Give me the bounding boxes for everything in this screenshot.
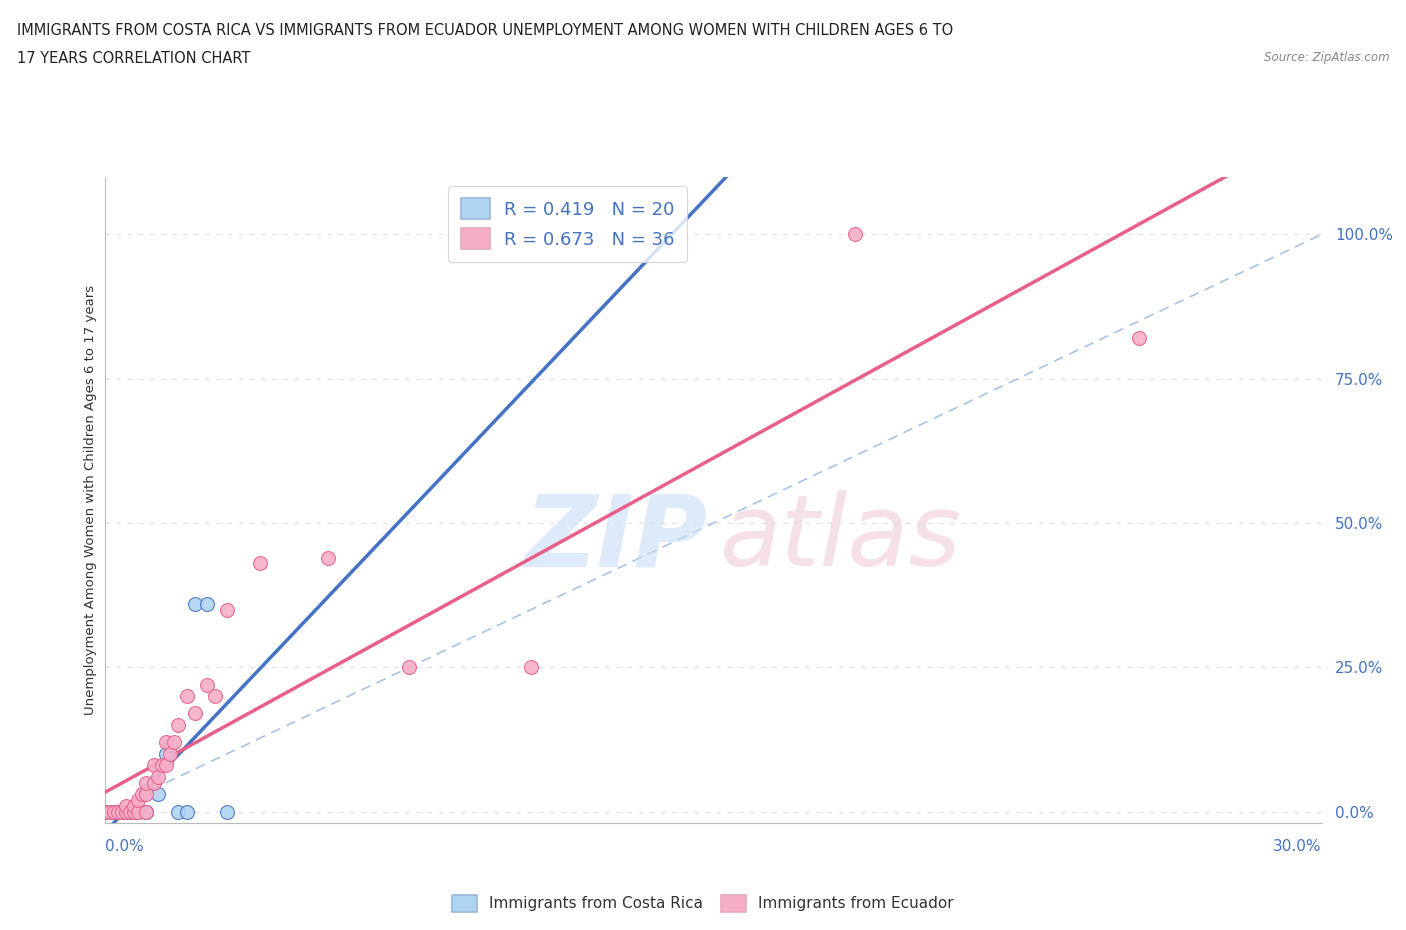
Point xyxy=(398,659,420,674)
Point xyxy=(195,677,218,692)
Point xyxy=(103,804,125,819)
Y-axis label: Unemployment Among Women with Children Ages 6 to 17 years: Unemployment Among Women with Children A… xyxy=(84,285,97,715)
Point xyxy=(107,804,129,819)
Point xyxy=(176,688,198,703)
Point xyxy=(150,758,173,773)
Point xyxy=(103,804,125,819)
Point xyxy=(122,804,145,819)
Point xyxy=(844,227,866,242)
Legend: Immigrants from Costa Rica, Immigrants from Ecuador: Immigrants from Costa Rica, Immigrants f… xyxy=(446,889,960,918)
Point xyxy=(127,804,149,819)
Point xyxy=(122,804,145,819)
Point xyxy=(114,804,136,819)
Point xyxy=(155,758,177,773)
Point xyxy=(111,804,134,819)
Point xyxy=(318,551,340,565)
Point xyxy=(94,804,117,819)
Point xyxy=(176,804,198,819)
Point xyxy=(135,787,157,802)
Point xyxy=(217,602,239,617)
Text: ZIP: ZIP xyxy=(524,490,707,587)
Point xyxy=(155,747,177,762)
Point xyxy=(107,804,129,819)
Point xyxy=(183,596,205,611)
Point xyxy=(183,706,205,721)
Point xyxy=(195,596,218,611)
Point xyxy=(114,804,136,819)
Point xyxy=(167,718,190,733)
Point xyxy=(127,792,149,807)
Text: IMMIGRANTS FROM COSTA RICA VS IMMIGRANTS FROM ECUADOR UNEMPLOYMENT AMONG WOMEN W: IMMIGRANTS FROM COSTA RICA VS IMMIGRANTS… xyxy=(17,23,953,38)
Point xyxy=(135,804,157,819)
Point xyxy=(167,804,190,819)
Legend: R = 0.419   N = 20, R = 0.673   N = 36: R = 0.419 N = 20, R = 0.673 N = 36 xyxy=(449,186,688,261)
Point xyxy=(1128,331,1150,346)
Point xyxy=(135,804,157,819)
Point xyxy=(135,776,157,790)
Point xyxy=(520,659,543,674)
Point xyxy=(249,556,271,571)
Text: 30.0%: 30.0% xyxy=(1274,839,1322,854)
Point xyxy=(146,769,169,784)
Point xyxy=(114,798,136,813)
Point xyxy=(114,804,136,819)
Point xyxy=(135,804,157,819)
Point xyxy=(143,776,166,790)
Point xyxy=(94,804,117,819)
Point xyxy=(98,804,121,819)
Point xyxy=(204,688,226,703)
Point xyxy=(122,798,145,813)
Point xyxy=(159,747,181,762)
Text: Source: ZipAtlas.com: Source: ZipAtlas.com xyxy=(1264,51,1389,64)
Point xyxy=(217,804,239,819)
Text: 17 YEARS CORRELATION CHART: 17 YEARS CORRELATION CHART xyxy=(17,51,250,66)
Point xyxy=(155,735,177,750)
Point xyxy=(111,804,134,819)
Point xyxy=(146,787,169,802)
Point xyxy=(135,784,157,799)
Point xyxy=(118,804,141,819)
Point xyxy=(131,787,153,802)
Point xyxy=(163,735,186,750)
Point xyxy=(118,804,141,819)
Text: 0.0%: 0.0% xyxy=(105,839,145,854)
Text: atlas: atlas xyxy=(720,490,962,587)
Point xyxy=(159,737,181,752)
Point xyxy=(127,804,149,819)
Point xyxy=(143,758,166,773)
